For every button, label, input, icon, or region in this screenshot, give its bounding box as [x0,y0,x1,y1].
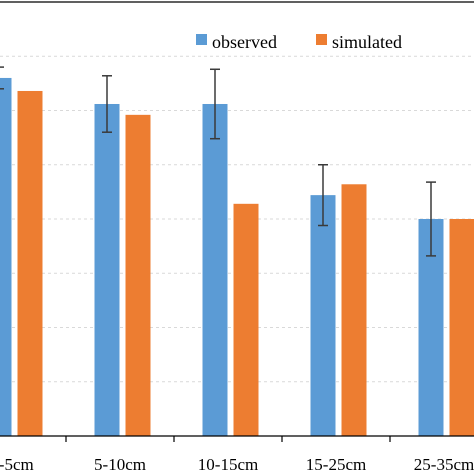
bar-simulated-0-5cm [17,90,43,436]
x-tick-label-25-35cm: 25-35cm [414,455,474,474]
legend-label-observed: observed [212,32,277,52]
x-tick-label-15-25cm: 15-25cm [306,455,366,474]
bars [0,77,474,437]
legend-swatch-observed [196,34,207,45]
bar-simulated-10-15cm [233,203,259,436]
x-tick-label-10-15cm: 10-15cm [198,455,258,474]
bar-simulated-25-35cm [449,219,474,436]
bar-observed-15-25cm [310,195,336,436]
bar-observed-0-5cm [0,77,12,436]
bar-simulated-5-10cm [125,114,151,436]
x-tick-label-5-10cm: 5-10cm [94,455,146,474]
bar-observed-10-15cm [202,103,228,437]
legend-swatch-simulated [316,34,327,45]
legend: observed simulated [196,32,402,52]
legend-label-simulated: simulated [332,32,402,52]
gridlines [0,55,474,383]
bar-observed-5-10cm [94,103,120,437]
bar-simulated-15-25cm [341,184,367,436]
x-tick-label-0-5cm: 0-5cm [0,455,34,474]
error-bars [0,66,436,257]
x-tick-labels: 0-5cm 5-10cm 10-15cm 15-25cm 25-35cm [0,436,474,474]
